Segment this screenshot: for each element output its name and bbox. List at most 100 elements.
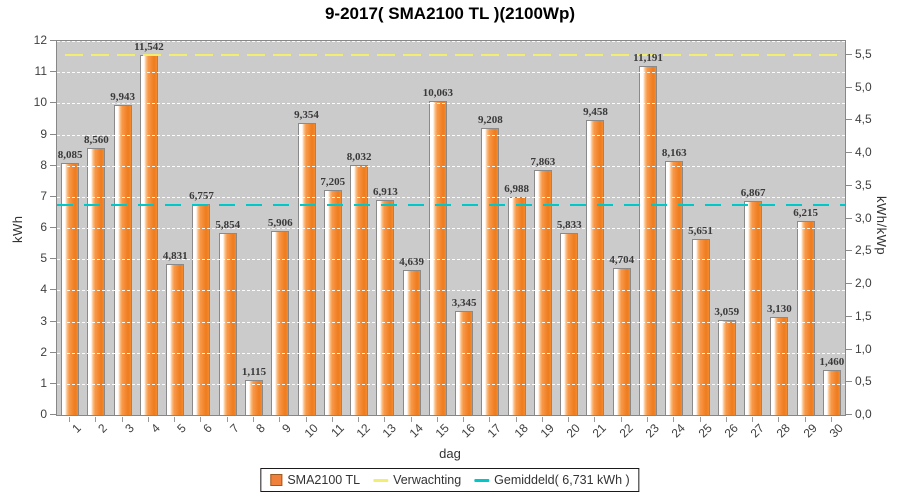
right-axis-tick [846,217,852,219]
legend-average-label: Gemiddeld( 6,731 kWh ) [494,473,630,487]
bar-value-label: 9,354 [294,109,319,122]
legend-item-expected: Verwachting [373,473,461,487]
left-axis-tick-label: 4 [40,282,47,297]
right-axis-tick-label: 5,5 [855,47,872,62]
x-axis-tick [436,417,438,422]
bar [691,238,710,415]
left-axis-tick [50,289,56,291]
bar-swatch-icon [270,474,283,486]
x-axis-tick [358,417,360,422]
bar-value-label: 5,833 [556,219,582,232]
x-axis-tick [830,417,832,422]
bar [770,317,789,415]
x-axis-tick [594,417,596,422]
bar-value-label: 7,863 [530,155,556,168]
bar [402,270,421,415]
left-axis-tick-label: 10 [33,95,47,110]
x-axis-label: dag [439,446,461,461]
left-axis-tick-label: 5 [40,251,47,266]
bar-value-label: 5,906 [267,216,293,229]
x-axis-tick [752,417,754,422]
average-line-swatch-icon [474,478,490,482]
legend: SMA2100 TL Verwachting Gemiddeld( 6,731 … [260,468,640,492]
right-axis-tick-label: 5,0 [855,79,872,94]
left-axis-tick [50,133,56,135]
bar [271,230,290,415]
bar [323,190,342,415]
bar [796,221,815,415]
bar-value-label: 6,988 [504,183,530,196]
bar-value-label: 9,458 [583,106,608,119]
right-axis-tick-label: 2,0 [855,276,872,291]
x-axis-tick [95,417,97,422]
right-axis-tick [846,86,852,88]
left-axis-tick-label: 7 [40,188,47,203]
bar [139,55,158,415]
bar-value-label: 4,831 [162,250,188,263]
left-axis-tick-label: 8 [40,157,47,172]
x-axis-tick [331,417,333,422]
x-axis-tick [778,417,780,422]
left-axis-tick-label: 0 [40,407,47,421]
bar-value-label: 5,854 [215,218,241,231]
left-axis-tick [50,164,56,166]
right-axis-tick-label: 0,0 [855,407,872,421]
x-axis-tick [647,417,648,422]
bar [428,101,447,415]
x-axis-tick [384,417,386,422]
right-axis-tick [846,250,852,252]
bar [61,163,80,415]
right-axis-label: kWh/kWp [874,196,889,256]
verwachting-line [57,54,845,57]
right-axis-tick-label: 3,5 [855,177,872,192]
gridline [57,259,845,261]
right-axis-tick [846,381,852,383]
right-axis-tick-label: 4,5 [855,112,872,127]
left-axis-tick-label: 1 [40,375,47,390]
bar-value-label: 4,639 [399,256,424,269]
gridline [57,290,845,292]
bar [744,200,763,415]
bar [717,319,736,415]
bar-value-label: 11,191 [633,52,663,65]
bar-value-label: 3,345 [451,296,477,309]
x-axis-tick [410,417,412,422]
bar-value-label: 8,085 [57,149,83,162]
right-axis-tick [846,152,852,154]
gridline [57,321,845,323]
bar-value-label: 1,460 [819,355,845,368]
gridline [57,383,845,385]
left-axis-tick [50,195,56,197]
right-axis-tick-label: 0,5 [855,374,872,389]
left-axis-tick-label: 2 [40,344,47,359]
x-axis-tick [804,417,806,422]
bar-value-label: 9,943 [110,91,136,104]
x-axis-tick [725,417,727,422]
right-axis-tick [846,54,852,56]
x-axis-tick [620,417,622,422]
bar [376,199,395,415]
bar [560,233,579,415]
left-axis-tick-label: 3 [40,313,47,328]
left-axis-tick [50,351,56,353]
gridline [57,196,845,198]
legend-item-average: Gemiddeld( 6,731 kWh ) [474,473,630,487]
left-axis-tick-label: 9 [40,126,47,141]
bar-value-label: 8,560 [84,134,109,147]
bar [297,123,316,415]
left-axis-tick [50,414,56,415]
bar [586,120,605,415]
bar [639,66,657,415]
left-axis-tick [50,320,56,322]
bar-value-label: 3,130 [766,303,792,316]
bar [665,160,684,415]
right-axis-tick-label: 1,5 [855,308,872,323]
x-axis-tick [147,417,149,422]
bar-value-label: 4,704 [609,254,635,267]
x-axis-tick [69,417,71,422]
left-axis-tick [50,227,56,228]
right-axis-tick [846,348,852,350]
bar-value-label: 3,059 [714,305,740,318]
bar [350,164,369,415]
bar-value-label: 9,208 [478,114,503,127]
